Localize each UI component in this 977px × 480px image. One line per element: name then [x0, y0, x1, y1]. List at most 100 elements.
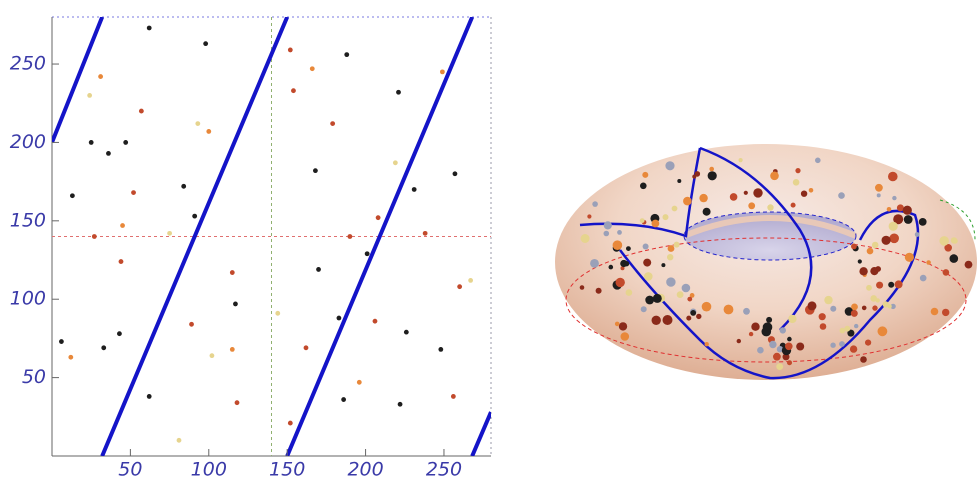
- torus-dot: [782, 353, 790, 361]
- torus-dot: [729, 193, 738, 201]
- torus-dot: [748, 331, 754, 337]
- trajectory-line: [52, 17, 105, 144]
- torus-dot: [676, 291, 684, 298]
- torus-dot: [830, 305, 837, 312]
- torus-dot: [612, 240, 623, 250]
- torus-dot: [761, 326, 772, 337]
- torus-dot: [736, 338, 741, 344]
- point: [229, 270, 235, 275]
- torus-dot: [769, 340, 777, 349]
- point: [146, 394, 152, 399]
- torus-dot: [870, 295, 877, 302]
- point: [450, 394, 456, 399]
- torus-inner-circle: [683, 211, 857, 261]
- point: [397, 401, 403, 407]
- y-tick-label: 200: [10, 131, 46, 153]
- torus-equator: [565, 237, 967, 363]
- torus-dot: [903, 215, 913, 224]
- torus-dot: [896, 204, 904, 212]
- torus-curve: [579, 146, 920, 380]
- torus-dot: [830, 342, 836, 348]
- torus-dot: [683, 196, 692, 206]
- point: [439, 69, 445, 75]
- torus-dot: [590, 259, 599, 268]
- torus-dot: [795, 168, 801, 174]
- point: [59, 339, 64, 344]
- point: [209, 353, 215, 359]
- torus-dot: [743, 307, 750, 315]
- torus-dot: [926, 260, 931, 265]
- torus-dot: [779, 327, 786, 334]
- torus-dot: [875, 298, 880, 303]
- torus-dot: [919, 274, 927, 282]
- torus-dot: [704, 342, 709, 347]
- point: [131, 190, 136, 196]
- torus-dot: [861, 305, 867, 311]
- point: [347, 234, 353, 239]
- x-tick-label: 150: [269, 459, 305, 480]
- torus-dot: [707, 171, 717, 181]
- point: [234, 400, 240, 406]
- torus-dot: [792, 179, 800, 186]
- torus-dot: [902, 205, 912, 215]
- point: [316, 267, 321, 272]
- torus-dot: [877, 326, 888, 337]
- torus-dot: [890, 303, 896, 310]
- point: [98, 74, 104, 79]
- torus-dot: [748, 202, 756, 210]
- torus-dot: [595, 287, 602, 294]
- torus-dot: [671, 205, 678, 212]
- torus-dot: [776, 346, 784, 353]
- torus-dot: [866, 247, 874, 255]
- torus-dot: [838, 192, 845, 199]
- torus-dot: [666, 277, 676, 287]
- torus-dot: [859, 267, 868, 276]
- torus-dot: [949, 254, 959, 263]
- torus-dot: [851, 303, 858, 311]
- x-tick-label: 100: [191, 459, 227, 480]
- torus-dot: [751, 322, 760, 331]
- torus-dot: [875, 266, 881, 272]
- torus-dot: [773, 352, 781, 361]
- torus-dot: [875, 183, 883, 192]
- torus-dot: [807, 301, 817, 311]
- torus-dot: [944, 244, 952, 252]
- torus-dot: [677, 179, 682, 183]
- torus-dot: [618, 322, 628, 331]
- torus-dot: [640, 306, 647, 313]
- point: [452, 171, 458, 177]
- torus-dot: [824, 295, 833, 305]
- torus-dot: [639, 218, 645, 224]
- torus-dot: [818, 313, 826, 321]
- y-tick-label: 50: [22, 366, 46, 388]
- torus-dot: [690, 310, 697, 316]
- point: [192, 213, 198, 219]
- point: [375, 215, 381, 221]
- torus-dot: [839, 327, 846, 334]
- plot-area: [52, 17, 491, 456]
- torus-dot: [850, 309, 858, 317]
- torus-dot: [849, 345, 858, 353]
- x-tick-label: 200: [347, 459, 383, 480]
- torus-dot: [667, 254, 674, 261]
- torus-dot: [942, 269, 950, 276]
- torus-dot: [888, 281, 895, 288]
- torus-dot: [860, 356, 867, 363]
- point: [422, 230, 428, 236]
- x-tick-label: 50: [118, 459, 142, 480]
- torus-dot: [851, 243, 857, 250]
- x-tick-label: 250: [426, 459, 462, 480]
- torus-dot: [876, 281, 884, 289]
- torus-dot: [702, 207, 711, 216]
- torus-dot: [796, 342, 805, 351]
- torus-dot: [644, 272, 653, 281]
- torus-dot: [865, 339, 872, 346]
- torus-dot: [645, 295, 655, 305]
- point: [313, 168, 318, 174]
- torus-meridian: [939, 199, 976, 241]
- torus-dot: [800, 190, 808, 197]
- torus-dot: [876, 193, 881, 198]
- torus-dot: [892, 195, 897, 201]
- point: [120, 223, 125, 228]
